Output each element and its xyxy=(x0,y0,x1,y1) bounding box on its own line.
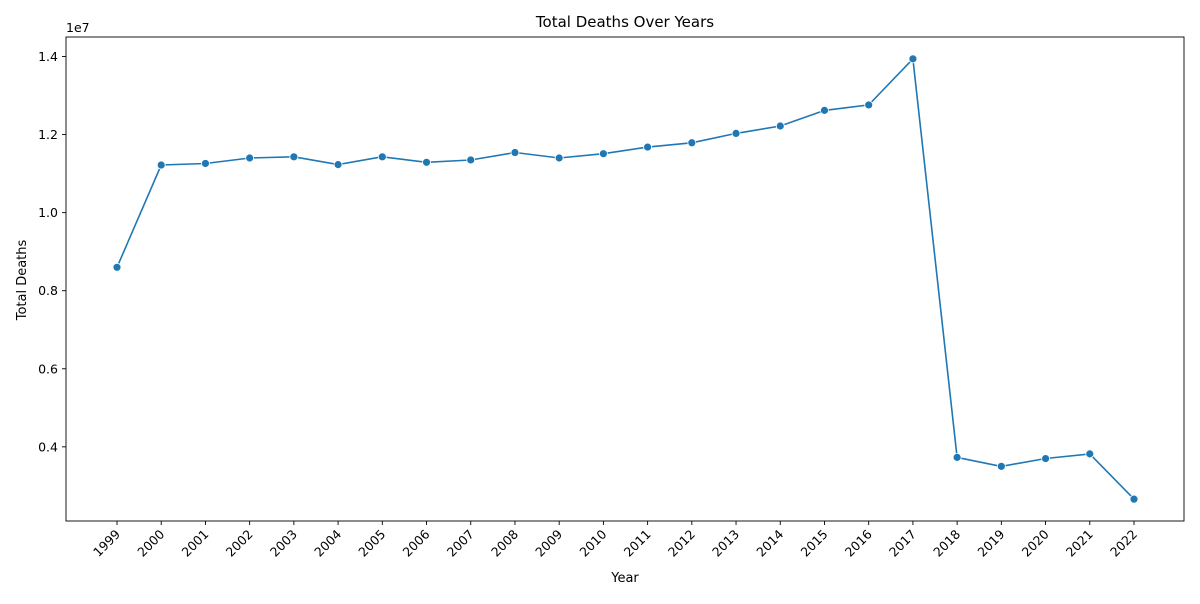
x-tick-label: 2008 xyxy=(488,526,521,559)
y-tick-label: 0.4 xyxy=(38,439,58,454)
y-tick-label: 0.6 xyxy=(38,361,58,376)
data-point xyxy=(952,452,962,462)
x-tick-label: 2016 xyxy=(842,526,875,559)
x-tick-label: 2020 xyxy=(1019,526,1052,559)
data-point xyxy=(333,160,343,170)
data-point xyxy=(996,461,1006,471)
x-tick-label: 2007 xyxy=(444,527,477,560)
x-tick-label: 2009 xyxy=(532,526,565,559)
series-line xyxy=(116,57,1135,500)
x-tick-label: 2004 xyxy=(311,526,344,559)
data-point xyxy=(112,262,122,272)
x-tick-label: 2001 xyxy=(178,527,211,560)
data-point xyxy=(598,149,608,159)
y-tick-label: 1.0 xyxy=(38,205,58,220)
data-point xyxy=(1085,449,1095,459)
data-point xyxy=(377,152,387,162)
x-tick-label: 2013 xyxy=(709,527,742,560)
data-point xyxy=(1129,494,1139,504)
data-point xyxy=(864,100,874,110)
x-tick-label: 2019 xyxy=(974,526,1007,559)
y-axis-title: Total Deaths xyxy=(15,239,30,321)
y-tick-label: 1.2 xyxy=(38,127,58,142)
x-tick-label: 2018 xyxy=(930,526,963,559)
x-tick-label: 2022 xyxy=(1107,527,1140,560)
data-point xyxy=(908,54,918,64)
x-tick-label: 2006 xyxy=(400,526,433,559)
data-point xyxy=(422,157,431,167)
x-tick-label: 2017 xyxy=(886,527,919,560)
x-tick-label: 2003 xyxy=(267,527,300,560)
y-tick-label: 0.8 xyxy=(38,283,58,298)
data-point xyxy=(510,148,520,157)
data-point xyxy=(289,152,299,162)
data-point xyxy=(820,105,829,115)
y-tick-label: 1.4 xyxy=(38,49,58,64)
x-tick-label: 2010 xyxy=(576,526,609,559)
x-tick-label: 2000 xyxy=(134,526,167,559)
x-tick-label: 2002 xyxy=(223,527,256,560)
data-point xyxy=(643,142,653,152)
data-point xyxy=(156,160,166,170)
y-axis: 0.4 0.6 0.8 1.0 1.2 1.4 xyxy=(38,49,66,454)
x-tick-label: 2005 xyxy=(355,527,388,560)
data-point xyxy=(731,129,741,138)
x-tick-label: 2021 xyxy=(1063,527,1096,560)
data-point xyxy=(201,159,210,168)
x-tick-label: 1999 xyxy=(90,526,123,559)
data-point xyxy=(245,153,255,163)
x-axis-title: Year xyxy=(610,571,639,586)
data-point xyxy=(466,155,476,165)
chart-title: Total Deaths Over Years xyxy=(535,13,714,31)
plot-frame xyxy=(65,36,1185,522)
x-tick-label: 2014 xyxy=(753,526,786,559)
x-tick-label: 2015 xyxy=(797,527,830,560)
data-point xyxy=(775,121,785,131)
series-points xyxy=(112,54,1139,504)
y-offset-label: 1e7 xyxy=(66,20,90,35)
x-tick-label: 2012 xyxy=(665,527,698,560)
data-point xyxy=(1041,454,1050,463)
x-tick-label: 2011 xyxy=(621,527,654,560)
x-axis: 1999 2000 2001 2002 2003 2004 2005 2006 2007 2008… xyxy=(90,521,1140,560)
data-point xyxy=(687,138,697,148)
data-point xyxy=(554,153,564,163)
